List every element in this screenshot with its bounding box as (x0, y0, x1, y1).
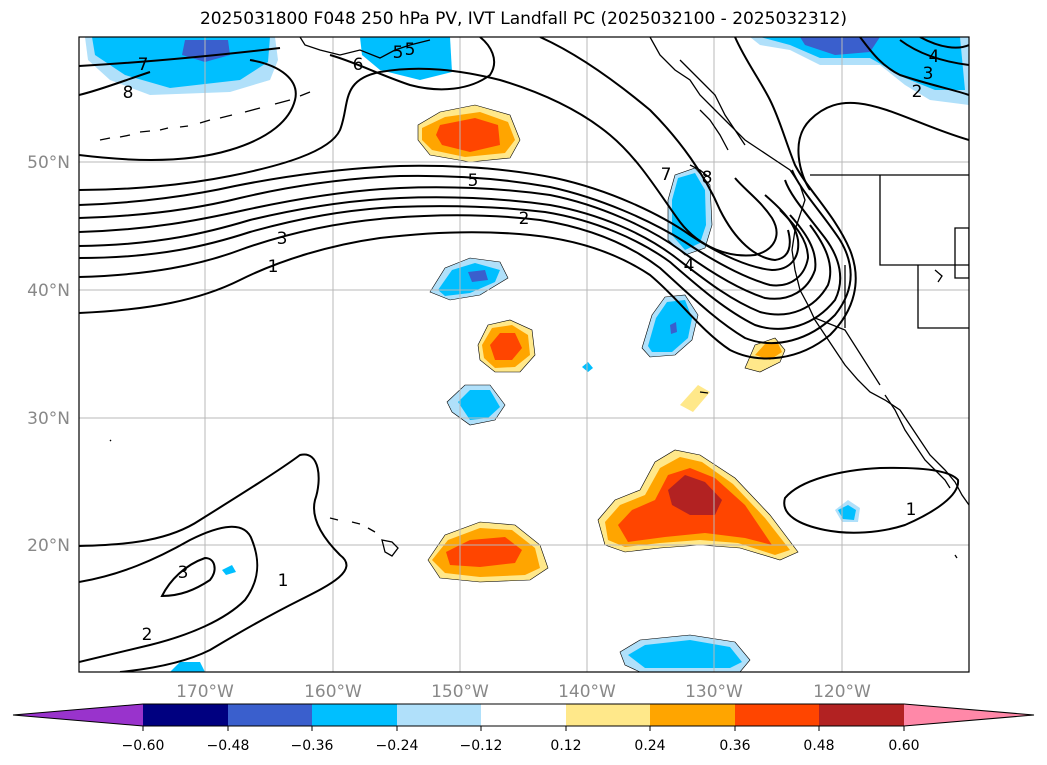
lat-label: 30°N (27, 409, 70, 429)
contour-label: 2 (519, 209, 530, 229)
negative-anomaly (648, 300, 692, 352)
negative-anomaly (222, 565, 236, 575)
colorbar-segment (650, 704, 735, 726)
colorbar-tick-label: 0.60 (888, 738, 919, 754)
colorbar-segment (312, 704, 397, 726)
colorbar-segment (143, 704, 228, 726)
contour-label: 3 (923, 64, 934, 84)
contour-label: 1 (906, 500, 917, 520)
contour-label: 7 (661, 165, 672, 185)
colorbar-tick-label: −0.12 (460, 738, 503, 754)
colorbar-segment (819, 704, 904, 726)
colorbar: −0.60 −0.48 −0.36 −0.24 −0.12 0.12 0.24 … (12, 703, 1035, 754)
colorbar-segment (566, 704, 650, 726)
contour-label: 8 (702, 168, 713, 188)
positive-anomaly (755, 343, 782, 360)
contour-label: 8 (123, 83, 134, 103)
colorbar-tick-label: 0.36 (719, 738, 750, 754)
colorbar-tick-label: −0.36 (291, 738, 334, 754)
contour-label: 6 (353, 55, 364, 75)
map-title: 2025031800 F048 250 hPa PV, IVT Landfall… (199, 9, 847, 29)
lon-label: 150°W (431, 682, 489, 702)
colorbar-segment (735, 704, 819, 726)
positive-anomaly (668, 475, 722, 515)
colorbar-tick-label: −0.24 (376, 738, 419, 754)
contour-label: 7 (138, 55, 149, 75)
contour-label: 1 (268, 257, 279, 277)
pv-contours (79, 37, 969, 672)
colorbar-segment (397, 704, 481, 726)
negative-anomaly (672, 173, 706, 250)
colorbar-tick-label: 0.24 (634, 738, 665, 754)
colorbar-segment (481, 704, 566, 726)
coastlines (99, 37, 969, 559)
lon-label: 120°W (813, 682, 871, 702)
negative-anomaly (670, 322, 677, 334)
contour-label: 5 (393, 43, 404, 63)
lon-label: 140°W (558, 682, 616, 702)
negative-anomaly (800, 37, 880, 55)
contour-labels: 7 8 6 5 5 4 3 2 5 2 3 1 7 8 4 3 2 1 1 (123, 40, 940, 645)
contour-label: 5 (468, 171, 479, 191)
positive-anomaly (490, 333, 522, 360)
lon-label: 160°W (304, 682, 362, 702)
contour-label: 2 (912, 82, 923, 102)
lon-label: 170°W (176, 682, 234, 702)
negative-anomaly (468, 270, 488, 282)
negative-anomaly (170, 662, 205, 672)
colorbar-tick-label: −0.48 (207, 738, 250, 754)
contour-label: 5 (405, 40, 416, 60)
lat-label: 50°N (27, 153, 70, 173)
contour-label: 1 (278, 571, 289, 591)
colorbar-extend-right (904, 704, 1034, 726)
graticule (79, 37, 969, 672)
map-frame (78, 36, 970, 673)
negative-anomaly (760, 37, 965, 90)
longitude-labels: 170°W 160°W 150°W 140°W 130°W 120°W (176, 682, 871, 702)
lat-label: 20°N (27, 536, 70, 556)
contour-label: 3 (178, 563, 189, 583)
contour-label: 3 (277, 229, 288, 249)
negative-anomaly (458, 390, 500, 420)
colorbar-tick-label: −0.60 (122, 738, 165, 754)
contour-label: 4 (929, 47, 940, 67)
latitude-labels: 50°N 40°N 30°N 20°N (27, 153, 70, 556)
contour-label: 2 (142, 625, 153, 645)
contour-label: 4 (684, 256, 695, 276)
positive-anomaly (436, 118, 500, 152)
colorbar-tick-label: 0.12 (550, 738, 581, 754)
colorbar-extend-left (13, 704, 143, 726)
colorbar-tick-label: 0.48 (803, 738, 834, 754)
lat-label: 40°N (27, 281, 70, 301)
colorbar-segment (228, 704, 312, 726)
lon-label: 130°W (685, 682, 743, 702)
